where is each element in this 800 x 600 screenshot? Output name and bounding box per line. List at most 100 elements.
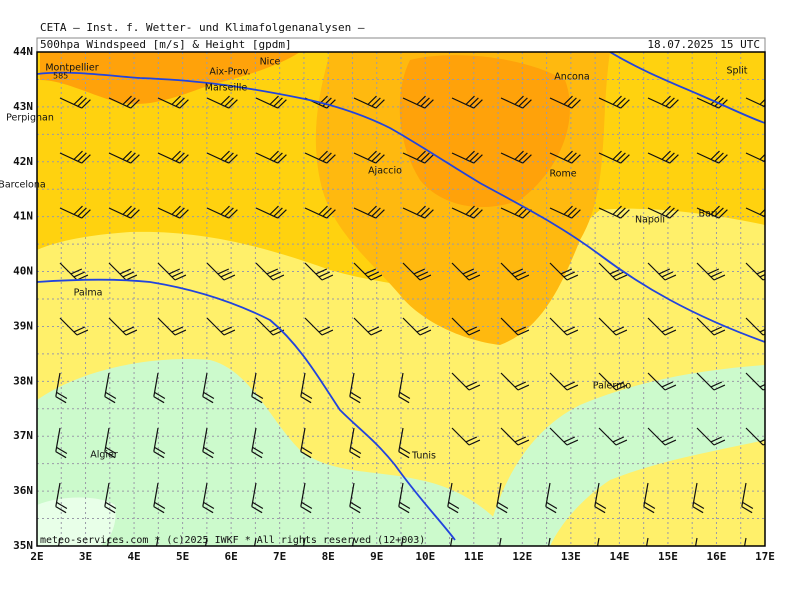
isohypse [609,52,765,124]
isohypse [37,278,456,541]
city-label: Split [726,66,747,77]
city-label: Palma [74,288,103,299]
city-label: Ancona [554,72,589,83]
wind-barb [596,537,600,546]
lon-label: 10E [415,550,435,563]
lon-label: 4E [127,550,140,563]
wind-barb [694,537,698,546]
field [40,52,300,105]
wind-barb [108,95,140,109]
wind-barb [202,482,215,514]
wind-barb [449,537,453,546]
wind-barb [255,205,287,219]
wind-barb [59,150,91,164]
wind-barb [251,427,264,459]
wind-barb [251,482,264,514]
wind-barb [59,262,89,281]
wind-barb [647,262,677,281]
wind-barb [55,427,68,459]
wind-barb [402,317,432,336]
wind-barb [106,537,110,546]
lon-label: 7E [273,550,286,563]
wind-barb [451,262,481,281]
wind-barb [451,95,483,109]
wind-barb [500,317,530,336]
wind-barb [55,482,68,514]
wind-barb [398,372,411,404]
wind-barb [696,150,728,164]
lon-label: 11E [464,550,484,563]
wind-barb [157,95,189,109]
footer: meteo-services.com * (c)2025 IWKF * All … [40,535,425,546]
wind-barb [598,95,630,109]
map-area [37,52,765,546]
lat-label: 38N [13,374,33,387]
wind-barb [153,372,166,404]
wind-barb [451,317,481,336]
wind-barb [647,150,679,164]
wind-barb [500,372,530,391]
wind-barb [598,317,628,336]
wind-barb [745,97,765,108]
wind-barb [696,372,726,391]
wind-barb [202,372,215,404]
wind-barb [402,150,434,164]
wind-barb [398,427,411,459]
lon-label: 3E [79,550,92,563]
field [37,359,520,546]
wind-barb [743,537,747,546]
wind-barb [598,150,630,164]
wind-barb [741,482,754,514]
wind-barb [451,427,481,446]
wind-barb [498,537,502,546]
wind-barb [353,262,383,281]
wind-barb [300,482,313,514]
city-label: Barcelona [0,180,46,191]
wind-barb [745,207,765,218]
city-label: Algier [90,450,118,461]
lon-label: 15E [658,550,678,563]
city-label: Palermo [593,381,632,392]
lat-label: 37N [13,429,33,442]
wind-barb [300,372,313,404]
wind-barb [696,317,726,336]
wind-barb [647,317,677,336]
wind-barb [157,317,187,336]
wind-barb [206,205,238,219]
wind-barb [692,482,705,514]
wind-barb [202,427,215,459]
wind-barb [104,372,117,404]
wind-barb [57,537,61,546]
wind-barb [253,537,257,546]
wind-barb [108,150,140,164]
wind-barb [304,262,334,281]
wind-barb [594,482,607,514]
wind-barb [500,427,530,446]
wind-barb [500,205,532,219]
lon-label: 2E [30,550,43,563]
wind-barb [304,95,336,109]
wind-barb [647,372,677,391]
wind-barb [302,537,306,546]
wind-barb [104,482,117,514]
wind-barb [696,205,728,219]
wind-barb [351,537,355,546]
wind-barb [353,205,385,219]
wind-barb [349,482,362,514]
wind-barb [598,205,630,219]
wind-barb [500,262,530,281]
lat-label: 39N [13,319,33,332]
wind-barb [696,95,728,109]
wind-barb [696,427,726,446]
wind-barb [255,262,285,281]
wind-barb [153,482,166,514]
lat-label: 41N [13,210,33,223]
wind-barb [645,537,649,546]
wind-barb [300,427,313,459]
lat-label: 44N [13,45,33,58]
wind-barb [108,262,138,281]
lon-label: 12E [512,550,532,563]
wind-barb [157,262,187,281]
wind-barb [59,205,91,219]
